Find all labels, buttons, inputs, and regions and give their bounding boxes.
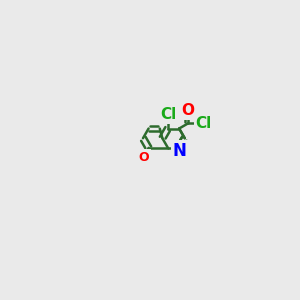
Text: Cl: Cl	[196, 116, 212, 131]
Text: N: N	[172, 142, 186, 160]
Text: O: O	[139, 151, 149, 164]
Text: Cl: Cl	[160, 107, 176, 122]
Text: O: O	[182, 103, 194, 118]
